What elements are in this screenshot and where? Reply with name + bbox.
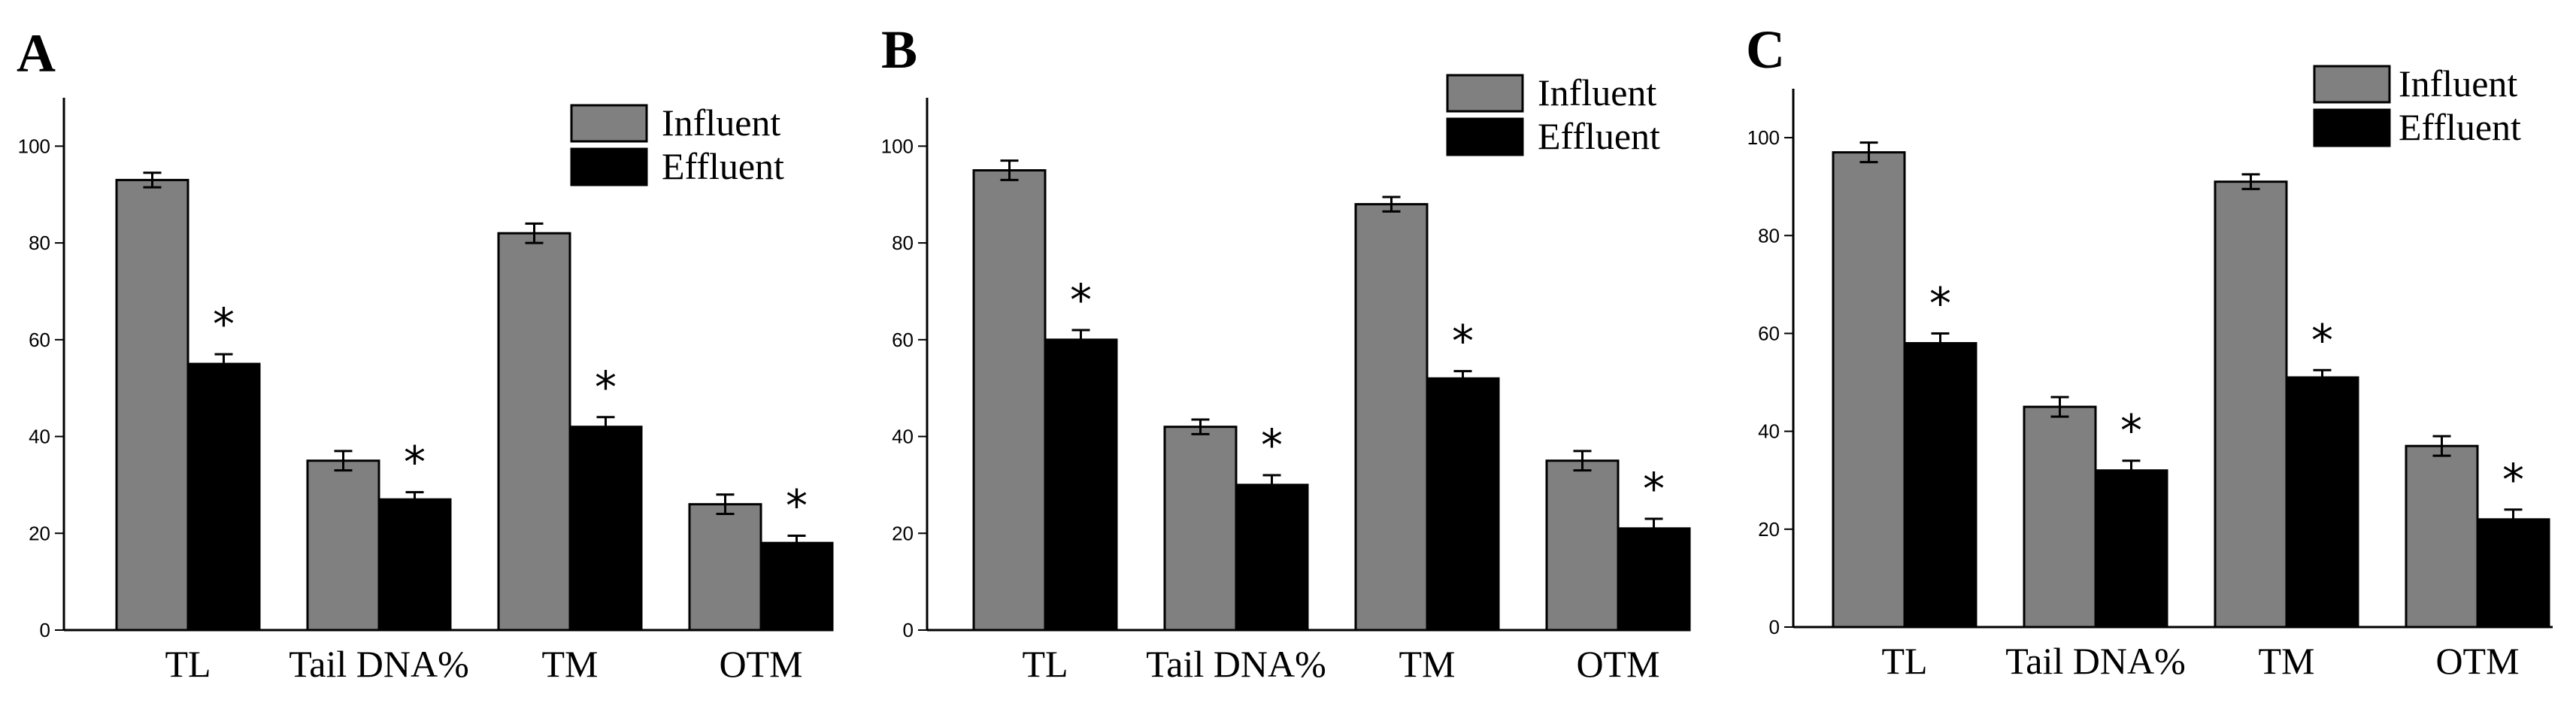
y-tick-label: 40 xyxy=(892,426,914,448)
y-tick-label: 0 xyxy=(40,619,50,641)
legend-swatch-influent xyxy=(2313,65,2391,104)
category-label: TL xyxy=(1881,640,1927,682)
bar-effluent xyxy=(759,541,834,632)
panel-label: A xyxy=(17,23,56,83)
y-tick-label: 0 xyxy=(1769,616,1780,638)
bar-influent xyxy=(1354,203,1429,632)
bar-effluent xyxy=(2094,469,2168,629)
bar-effluent xyxy=(1235,483,1309,632)
category-label: TM xyxy=(542,643,599,685)
legend-swatch-effluent xyxy=(570,147,648,186)
category-label: TM xyxy=(2259,640,2315,682)
chart-panel-b: B 0 20 40 60 80 100 * TL * Tail DNA% * TM * OTM Influen… xyxy=(881,20,1691,685)
category-label: OTM xyxy=(1576,643,1659,685)
legend-label-effluent: Effluent xyxy=(2399,106,2521,148)
category-label: OTM xyxy=(2435,640,2519,682)
significance-star: * xyxy=(1929,277,1951,329)
y-tick-label: 20 xyxy=(892,522,914,544)
y-tick-label: 20 xyxy=(29,522,50,544)
bar-influent xyxy=(1163,426,1238,632)
bar-influent xyxy=(2405,444,2479,629)
chart-panel-a: A 0 20 40 60 80 100 * TL * Tail DNA% * TM * OTM Influen… xyxy=(17,23,834,685)
y-tick-label: 40 xyxy=(1758,420,1780,443)
bar-influent xyxy=(688,503,762,632)
y-tick-label: 100 xyxy=(1747,126,1780,149)
category-label: TL xyxy=(165,643,211,685)
bar-influent xyxy=(115,178,189,632)
bar-influent xyxy=(1832,151,1906,629)
legend-label-influent: Influent xyxy=(662,102,780,144)
significance-star: * xyxy=(404,437,426,488)
panel-label: B xyxy=(881,20,917,80)
y-tick-label: 0 xyxy=(903,619,914,641)
y-tick-label: 80 xyxy=(892,232,914,254)
bar-influent xyxy=(2023,405,2097,629)
significance-star: * xyxy=(786,480,808,531)
bar-influent xyxy=(497,232,571,632)
bar-effluent xyxy=(2476,518,2550,629)
bar-influent xyxy=(306,459,380,632)
panel-label: C xyxy=(1746,20,1785,80)
category-label: Tail DNA% xyxy=(1146,643,1326,685)
legend-swatch-effluent xyxy=(2313,108,2391,147)
category-label: TM xyxy=(1399,643,1456,685)
y-tick-label: 80 xyxy=(29,232,50,254)
legend-swatch-influent xyxy=(570,104,648,143)
bar-effluent xyxy=(1903,341,1977,629)
legend-label-effluent: Effluent xyxy=(1538,115,1660,157)
y-tick-label: 60 xyxy=(29,329,50,351)
bar-effluent xyxy=(1044,338,1118,632)
bar-effluent xyxy=(377,498,452,632)
category-label: Tail DNA% xyxy=(2005,640,2186,682)
y-tick-label: 60 xyxy=(1758,322,1780,344)
bar-effluent xyxy=(2285,376,2359,629)
legend-label-effluent: Effluent xyxy=(662,145,784,187)
bar-effluent xyxy=(1426,377,1500,632)
category-label: TL xyxy=(1022,643,1068,685)
significance-star: * xyxy=(213,298,235,350)
significance-star: * xyxy=(1070,274,1092,326)
y-tick-label: 80 xyxy=(1758,224,1780,247)
significance-star: * xyxy=(595,362,617,413)
bar-effluent xyxy=(1617,527,1691,632)
bar-effluent xyxy=(186,362,261,632)
significance-star: * xyxy=(1452,316,1474,367)
legend-swatch-effluent xyxy=(1446,117,1524,156)
y-tick-label: 60 xyxy=(892,329,914,351)
bar-effluent xyxy=(568,426,643,632)
significance-star: * xyxy=(1261,420,1283,471)
significance-star: * xyxy=(2311,314,2333,365)
y-tick-label: 100 xyxy=(881,135,914,157)
legend-label-influent: Influent xyxy=(1538,71,1656,114)
significance-star: * xyxy=(2120,405,2142,456)
legend-label-influent: Influent xyxy=(2399,62,2517,105)
significance-star: * xyxy=(1643,463,1665,514)
category-label: Tail DNA% xyxy=(289,643,469,685)
y-tick-label: 100 xyxy=(18,135,50,157)
bar-influent xyxy=(972,169,1047,632)
y-tick-label: 40 xyxy=(29,426,50,448)
category-label: OTM xyxy=(719,643,802,685)
bar-influent xyxy=(1545,459,1620,632)
bar-influent xyxy=(2214,180,2288,629)
y-tick-label: 20 xyxy=(1758,518,1780,541)
legend-swatch-influent xyxy=(1446,74,1524,113)
chart-panel-c: C 0 20 40 60 80 100 * TL * Tail DNA% * TM * OTM Influen… xyxy=(1746,20,2553,682)
significance-star: * xyxy=(2502,454,2524,505)
